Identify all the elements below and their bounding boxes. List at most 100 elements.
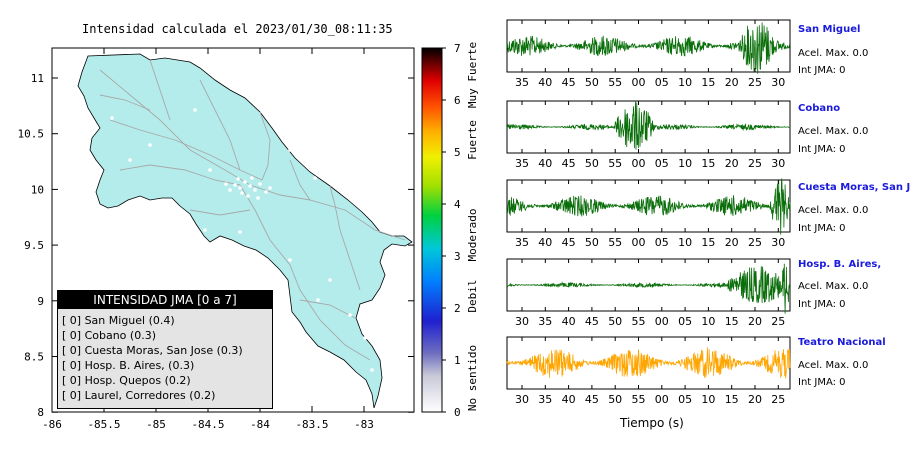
station-acel: Acel. Max. 0.0 [798, 205, 869, 216]
intensity-legend: INTENSIDAD JMA [0 a 7] [ 0] San Miguel (… [57, 290, 273, 409]
time-tick-label: 50 [608, 315, 622, 328]
intensity-class-label: Muy Fuerte [466, 42, 479, 108]
map-frame [51, 47, 415, 413]
time-tick-label: 55 [608, 76, 622, 89]
x-tick-label: -83.5 [295, 418, 328, 431]
x-tick-label: -85 [146, 418, 166, 431]
costa-rica-shape [77, 53, 413, 409]
colorbar-tick-label: 2 [454, 302, 461, 315]
time-tick-label: 45 [562, 76, 576, 89]
time-tick-label: 25 [748, 236, 762, 249]
colorbar-tick-label: 0 [454, 406, 461, 419]
x-tick-label: -85.5 [87, 418, 120, 431]
station-name: Hosp. B. Aires, [798, 259, 882, 270]
time-tick-label: 15 [701, 76, 715, 89]
waveform-panel: 35 40 45 50 55 00 05 10 15 20 25 30 [506, 100, 791, 170]
time-tick-label: 15 [701, 157, 715, 170]
waveform-panel: 30 35 40 45 50 55 00 05 10 15 20 25 [506, 336, 791, 406]
time-tick-label: 45 [585, 315, 599, 328]
time-tick-label: 05 [678, 393, 692, 406]
time-tick-label: 10 [701, 315, 715, 328]
legend-header: INTENSIDAD JMA [0 a 7] [58, 291, 272, 309]
time-tick-label: 35 [538, 393, 552, 406]
y-tick-label: 8 [37, 406, 44, 419]
station-acel: Acel. Max. 0.0 [798, 48, 869, 59]
time-tick-label: 40 [562, 315, 576, 328]
time-tick-label: 05 [655, 236, 669, 249]
time-tick-label: 20 [725, 236, 739, 249]
time-tick-label: 40 [538, 76, 552, 89]
station-int: Int JMA: 0 [798, 65, 846, 76]
time-tick-label: 25 [748, 76, 762, 89]
time-tick-label: 50 [585, 236, 599, 249]
x-tick-label: -84 [250, 418, 270, 431]
time-tick-label: 10 [678, 236, 692, 249]
colorbar-tick-label: 4 [454, 198, 461, 211]
station-name: Cuesta Moras, San Jose [798, 182, 910, 193]
time-tick-label: 45 [562, 157, 576, 170]
time-tick-label: 50 [608, 393, 622, 406]
time-tick-label: 30 [515, 315, 529, 328]
station-name: Cobano [798, 103, 841, 114]
time-tick-label: 40 [538, 236, 552, 249]
map-title: Intensidad calculada el 2023/01/30_08:11… [82, 22, 393, 36]
time-tick-label: 55 [632, 393, 646, 406]
station-int: Int JMA: 0 [798, 223, 846, 234]
time-tick-label: 55 [608, 157, 622, 170]
station-acel: Acel. Max. 0.0 [798, 281, 869, 292]
legend-row: [ 0] San Miguel (0.4) [62, 314, 175, 327]
colorbar-tick-label: 3 [454, 250, 461, 263]
y-tick-label: 8.5 [24, 351, 44, 364]
waveform-trace [506, 263, 791, 314]
station-dots [110, 108, 374, 372]
x-tick-label: -86 [42, 418, 62, 431]
colorbar-tick-label: 6 [454, 94, 461, 107]
time-tick-label: 50 [585, 76, 599, 89]
y-tick-label: 10 [31, 183, 44, 196]
intensity-colorbar [421, 47, 443, 413]
time-tick-label: 35 [538, 315, 552, 328]
time-tick-label: 25 [771, 393, 785, 406]
colorbar-ticks: 0 1 2 3 4 5 6 7 No sentido Debil Moderado Fuerte Muy… [442, 42, 479, 419]
waveform-panel: 35 40 45 50 55 00 05 10 15 20 25 30 [506, 19, 791, 89]
time-tick-label: 50 [585, 157, 599, 170]
time-tick-label: 35 [515, 157, 529, 170]
station-int: Int JMA: 0 [798, 299, 846, 310]
legend-row: [ 0] Cobano (0.3) [62, 329, 156, 342]
time-tick-label: 25 [771, 315, 785, 328]
time-tick-label: 00 [632, 76, 646, 89]
intensity-class-label: Fuerte [466, 120, 479, 160]
time-tick-label: 30 [515, 393, 529, 406]
station-acel: Acel. Max. 0.0 [798, 126, 869, 137]
intensity-class-label: No sentido [466, 345, 479, 411]
time-tick-label: 55 [608, 236, 622, 249]
x-tick-label: -84.5 [191, 418, 224, 431]
time-tick-label: 00 [632, 236, 646, 249]
x-tick-label: -83 [354, 418, 374, 431]
time-tick-label: 15 [701, 236, 715, 249]
intensity-class-label: Moderado [466, 209, 479, 262]
time-tick-label: 15 [725, 393, 739, 406]
time-tick-label: 05 [678, 315, 692, 328]
time-tick-label: 35 [515, 236, 529, 249]
colorbar-tick-label: 5 [454, 146, 461, 159]
time-tick-label: 45 [562, 236, 576, 249]
y-tick-label: 10.5 [18, 128, 45, 141]
y-tick-label: 9.5 [24, 239, 44, 252]
time-tick-label: 30 [771, 157, 785, 170]
time-tick-label: 20 [748, 315, 762, 328]
station-acel: Acel. Max. 0.0 [798, 360, 869, 371]
time-tick-label: 35 [515, 76, 529, 89]
time-tick-label: 30 [771, 76, 785, 89]
legend-row: [ 0] Hosp. B. Aires, (0.3) [62, 359, 195, 372]
time-tick-label: 45 [585, 393, 599, 406]
time-tick-label: 40 [538, 157, 552, 170]
time-tick-label: 05 [655, 157, 669, 170]
time-tick-label: 10 [678, 76, 692, 89]
legend-row: [ 0] Laurel, Corredores (0.2) [62, 389, 216, 402]
time-axis-label: Tiempo (s) [620, 416, 684, 430]
time-tick-label: 30 [771, 236, 785, 249]
station-int: Int JMA: 0 [798, 144, 846, 155]
legend-row: [ 0] Hosp. Quepos (0.2) [62, 374, 191, 387]
